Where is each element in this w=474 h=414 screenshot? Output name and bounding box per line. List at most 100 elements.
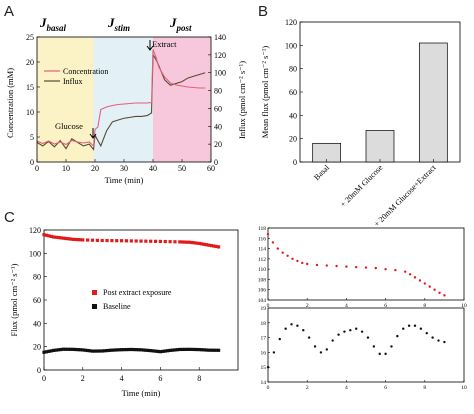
post-extract-point bbox=[149, 239, 153, 243]
post-extract-point bbox=[64, 236, 68, 241]
inset-top-point bbox=[276, 247, 279, 250]
post-extract-point bbox=[197, 241, 201, 246]
post-extract-point bbox=[180, 240, 184, 244]
post-extract-point bbox=[124, 239, 129, 243]
panel-a-right-tick-label: 20 bbox=[214, 140, 222, 149]
post-extract-point bbox=[71, 237, 75, 241]
baseline-point bbox=[134, 348, 138, 352]
panel-a-x-tick-label: 60 bbox=[207, 164, 215, 173]
baseline-point bbox=[144, 348, 148, 352]
baseline-point bbox=[98, 349, 102, 353]
panel-b-category-label: Basal bbox=[312, 163, 331, 182]
baseline-point bbox=[139, 348, 143, 352]
inset-top-y-tick-label: 114 bbox=[258, 247, 266, 253]
inset-bottom-y-tick-label: 16 bbox=[261, 350, 267, 356]
baseline-point bbox=[163, 349, 167, 353]
panel-b-y-tick-label: 40 bbox=[289, 111, 297, 120]
panel-b-y-tick-label: 0 bbox=[293, 158, 297, 167]
inset-bottom-point bbox=[313, 345, 317, 348]
panel-a-right-tick-label: 40 bbox=[214, 122, 222, 131]
inset-top-x-tick-label: 6 bbox=[384, 303, 387, 309]
panel-c-y-tick-label: 60 bbox=[33, 296, 41, 305]
baseline-point bbox=[195, 347, 199, 352]
inset-top-point bbox=[286, 254, 289, 257]
panel-b-category-label: + 20mM Glucose+Extract bbox=[372, 163, 438, 229]
post-extract-point bbox=[168, 240, 172, 244]
post-extract-point bbox=[44, 233, 49, 237]
baseline-point bbox=[127, 347, 131, 352]
panel-b-y-tick-label: 100 bbox=[285, 41, 297, 50]
baseline-point bbox=[64, 347, 68, 351]
inset-bottom-point bbox=[431, 336, 434, 339]
legend-swatch-post-extract bbox=[92, 290, 97, 295]
panel-c-x-tick-label: 6 bbox=[158, 374, 162, 383]
post-extract-point bbox=[153, 239, 158, 243]
inset-bottom-x-tick-label: 6 bbox=[384, 385, 387, 391]
baseline-point bbox=[178, 347, 182, 352]
post-extract-point bbox=[212, 244, 216, 248]
baseline-point bbox=[76, 348, 80, 352]
legend-influx: Influx bbox=[63, 77, 83, 86]
phase-label-stim: Jstim bbox=[107, 15, 130, 33]
panel-c-y-tick-label: 120 bbox=[29, 226, 41, 235]
post-extract-point bbox=[204, 243, 209, 247]
inset-bottom-point bbox=[296, 324, 299, 327]
inset-bottom-point bbox=[319, 351, 323, 354]
baseline-point bbox=[209, 348, 213, 352]
inset-bottom-y-tick-label: 14 bbox=[261, 380, 267, 386]
panel-letter-b: B bbox=[258, 3, 268, 20]
legend-post-extract: Post extract exposure bbox=[103, 288, 172, 297]
inset-bottom-y-tick-label: 18 bbox=[261, 321, 267, 327]
inset-bottom-point bbox=[349, 329, 352, 332]
baseline-point bbox=[88, 349, 92, 353]
baseline-point bbox=[110, 348, 114, 352]
inset-top-point bbox=[306, 262, 309, 266]
panel-a-x-axis-title: Time (min) bbox=[105, 175, 144, 185]
baseline-point bbox=[86, 348, 90, 353]
baseline-point bbox=[192, 347, 196, 352]
inset-bottom-point bbox=[425, 331, 428, 335]
baseline-point bbox=[168, 348, 172, 352]
post-extract-point bbox=[54, 235, 58, 239]
panel-a-left-tick-label: 25 bbox=[26, 33, 34, 42]
inset-bottom-point bbox=[443, 340, 446, 344]
post-extract-point bbox=[42, 233, 46, 237]
inset-top-y-tick-label: 112 bbox=[258, 257, 266, 263]
inset-bottom-point bbox=[343, 330, 346, 333]
post-extract-point bbox=[214, 244, 218, 249]
inset-top-point bbox=[325, 264, 328, 267]
panel-a-x-tick-label: 50 bbox=[178, 164, 186, 173]
panel-c-y-tick-label: 0 bbox=[37, 366, 41, 375]
baseline-point bbox=[66, 347, 70, 351]
baseline-point bbox=[214, 348, 218, 352]
inset-bottom-point bbox=[407, 324, 411, 327]
inset-top-y-tick-label: 110 bbox=[258, 267, 266, 273]
baseline-point bbox=[117, 348, 121, 352]
panel-a-x-tick-label: 40 bbox=[149, 164, 157, 173]
baseline-point bbox=[44, 350, 49, 354]
baseline-point bbox=[120, 348, 124, 352]
inset-bottom-point bbox=[360, 330, 364, 333]
panel-c-x-tick-label: 0 bbox=[42, 374, 46, 383]
inset-top-point bbox=[296, 259, 299, 263]
extract-arrow-icon bbox=[146, 40, 154, 51]
post-extract-point bbox=[66, 237, 70, 241]
post-extract-point bbox=[73, 237, 78, 242]
post-extract-point bbox=[129, 239, 133, 243]
post-extract-point bbox=[139, 239, 143, 243]
inset-top-point bbox=[428, 285, 431, 288]
inset-top-point bbox=[408, 273, 412, 276]
baseline-point bbox=[185, 347, 189, 351]
post-extract-point bbox=[187, 240, 192, 244]
baseline-point bbox=[146, 348, 150, 353]
baseline-point bbox=[153, 349, 158, 353]
baseline-point bbox=[166, 349, 170, 353]
post-extract-point bbox=[78, 238, 82, 242]
panel-c-inset-top: 0 2 4 6 8 10 104 106 108 110 112 114 116 118 bbox=[258, 226, 467, 309]
baseline-point bbox=[93, 349, 97, 353]
panel-a-x-tick-label: 20 bbox=[91, 164, 99, 173]
baseline-point bbox=[187, 347, 192, 351]
post-extract-point bbox=[95, 238, 99, 242]
baseline-point bbox=[180, 347, 184, 352]
panel-c-x-tick-label: 4 bbox=[120, 374, 124, 383]
